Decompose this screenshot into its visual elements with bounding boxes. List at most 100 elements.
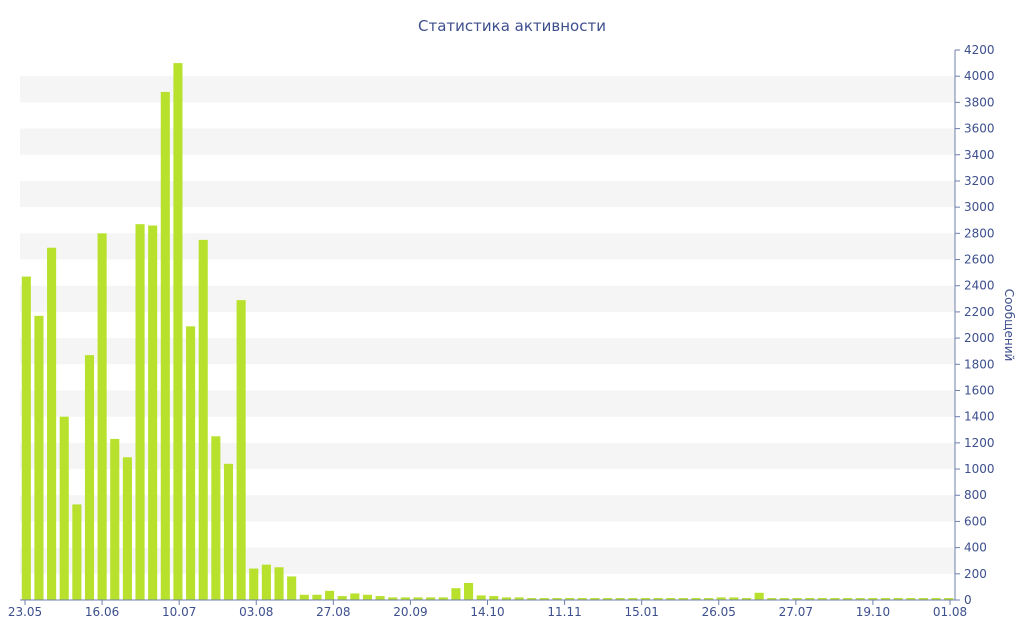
bar <box>122 457 132 600</box>
bar <box>678 598 688 600</box>
bar <box>729 597 739 600</box>
bar <box>590 598 600 600</box>
y-tick-label: 1800 <box>964 357 995 371</box>
bar <box>325 590 335 600</box>
bar <box>527 598 537 600</box>
bar <box>931 598 941 600</box>
bar <box>666 598 676 600</box>
bar <box>135 224 145 601</box>
bar <box>261 564 271 600</box>
x-tick-label: 14.10 <box>470 605 504 619</box>
grid-band <box>20 128 955 155</box>
bar <box>375 596 385 600</box>
x-axis-ticks: 23.05 16.06 10.07 03.08 27.08 20.09 14.10 11.11… <box>8 600 967 619</box>
y-tick-label: 2800 <box>964 226 995 240</box>
grid-bands <box>20 76 955 574</box>
bar <box>59 416 69 600</box>
y-tick-label: 4200 <box>964 43 995 57</box>
bar <box>741 598 752 600</box>
bar <box>628 598 638 600</box>
bar <box>97 233 107 600</box>
bar <box>918 598 928 600</box>
grid-band <box>20 233 955 260</box>
y-tick-label: 800 <box>964 488 987 502</box>
y-axis-label: Сообщений <box>1002 289 1016 362</box>
bar <box>577 598 587 600</box>
bar <box>817 598 827 600</box>
x-tick-label: 27.08 <box>316 605 350 619</box>
bar <box>880 598 891 600</box>
y-tick-label: 2400 <box>964 279 995 293</box>
bar <box>223 463 234 600</box>
bar <box>805 598 815 600</box>
bar <box>489 596 499 600</box>
bar <box>691 598 701 600</box>
y-axis-ticks: 0 200 400 600 800 1000 1200 1400 1600 1800 2000 220… <box>955 43 995 607</box>
y-tick-label: 2200 <box>964 305 995 319</box>
grid-band <box>20 76 955 103</box>
bar <box>615 598 625 600</box>
y-tick-label: 2000 <box>964 331 995 345</box>
y-tick-label: 4000 <box>964 69 995 83</box>
y-tick-label: 3400 <box>964 148 995 162</box>
grid-band <box>20 442 955 470</box>
y-tick-label: 3800 <box>964 95 995 109</box>
bar-series <box>21 63 954 601</box>
bar <box>565 598 575 600</box>
y-tick-label: 3200 <box>964 174 995 188</box>
bar <box>72 504 82 600</box>
y-tick-label: 1400 <box>964 410 995 424</box>
bar <box>514 597 524 600</box>
bar <box>438 597 448 600</box>
bar <box>602 598 613 600</box>
bar <box>704 598 714 600</box>
bar <box>160 91 170 601</box>
bar <box>792 598 802 600</box>
bar <box>84 355 95 600</box>
bar <box>716 597 726 600</box>
bar <box>110 438 120 600</box>
bar <box>299 594 309 600</box>
bar <box>464 582 474 600</box>
bar <box>476 595 486 600</box>
x-tick-label: 23.05 <box>8 605 42 619</box>
bar <box>249 568 259 600</box>
grid-band <box>20 390 955 417</box>
bar <box>148 225 158 601</box>
bar <box>236 300 246 600</box>
bar <box>274 567 284 600</box>
bar <box>413 597 423 600</box>
bar <box>830 598 840 600</box>
bar <box>211 436 221 600</box>
bar <box>400 597 410 600</box>
bar <box>287 576 297 600</box>
bar <box>362 594 373 600</box>
y-tick-label: 0 <box>964 593 972 607</box>
bar <box>350 593 360 600</box>
grid-band <box>20 180 955 208</box>
bar <box>754 592 764 600</box>
bar <box>855 598 865 600</box>
grid-band <box>20 285 955 312</box>
x-tick-label: 26.05 <box>702 605 736 619</box>
y-tick-label: 1200 <box>964 436 995 450</box>
bar <box>653 598 663 600</box>
bar <box>501 597 511 600</box>
grid-band <box>20 495 955 522</box>
bar <box>47 247 57 601</box>
bar <box>906 598 916 600</box>
bar <box>34 315 44 600</box>
bar <box>186 326 196 600</box>
bar <box>640 598 650 600</box>
bar <box>337 596 347 600</box>
y-tick-label: 400 <box>964 541 987 555</box>
y-tick-label: 1000 <box>964 462 995 476</box>
y-tick-label: 3000 <box>964 200 995 214</box>
bar <box>426 597 436 600</box>
bar <box>843 598 853 600</box>
bar <box>767 598 777 600</box>
x-tick-label: 15.01 <box>624 605 658 619</box>
x-tick-label: 19.10 <box>856 605 890 619</box>
bar <box>173 63 183 601</box>
